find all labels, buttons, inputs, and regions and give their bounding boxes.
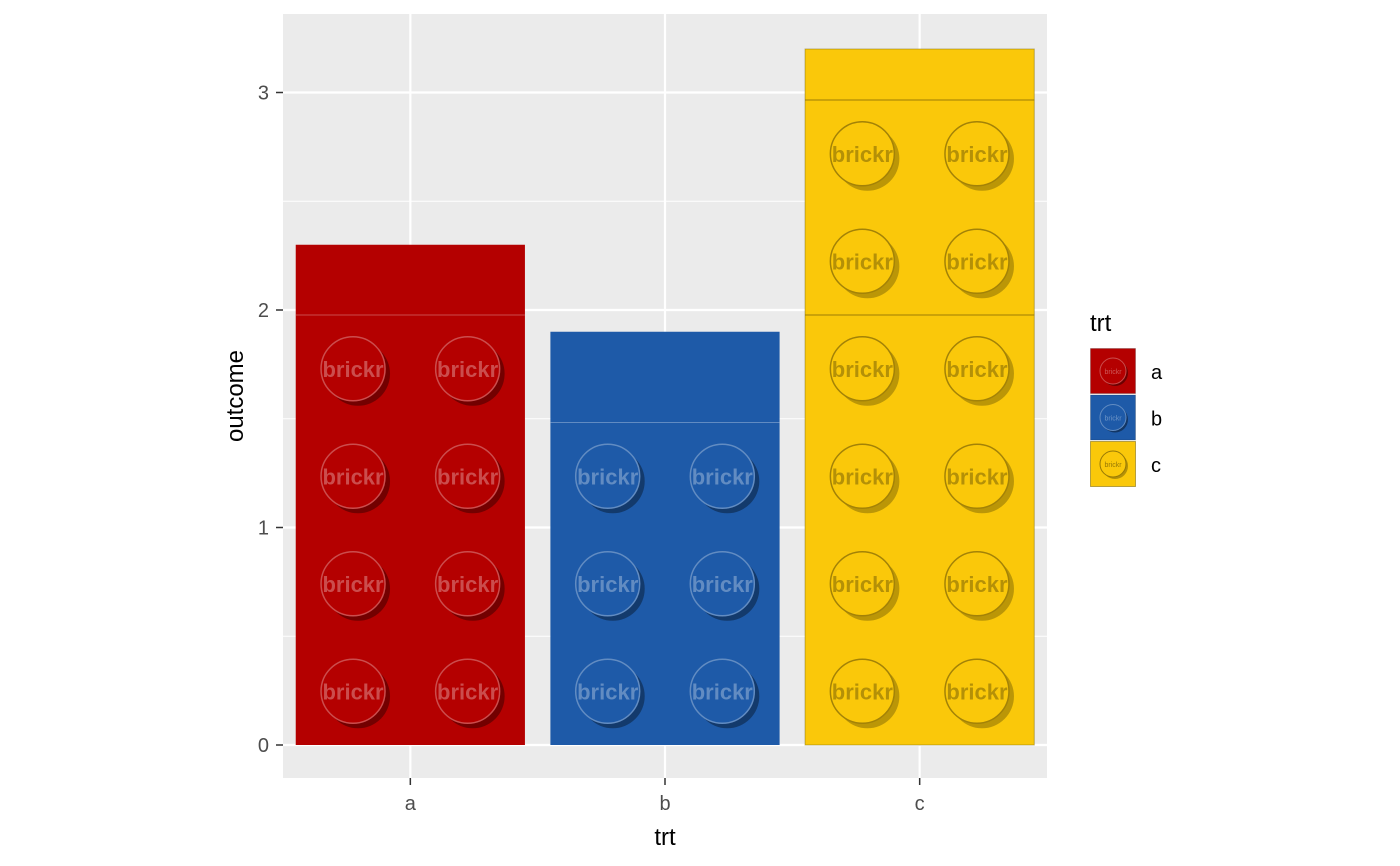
brick-stud	[574, 551, 641, 617]
brick-stud	[829, 443, 896, 509]
brick-stud-label: brickr	[832, 357, 894, 382]
x-tick-label: a	[405, 793, 417, 815]
brick-stud-label: brickr	[322, 464, 384, 489]
legend-stud-label: brickr	[1104, 369, 1122, 376]
brick-stud	[829, 551, 896, 617]
brick-stud	[434, 336, 501, 402]
legend-label-a: a	[1151, 362, 1163, 384]
brick-stud-label: brickr	[946, 464, 1008, 489]
y-tick-label: 1	[258, 518, 269, 540]
x-tick-label: c	[915, 793, 925, 815]
brick-stud	[320, 336, 386, 402]
y-axis-title: outcome	[222, 350, 249, 442]
brick-stud-label: brickr	[692, 679, 754, 704]
brick-stud	[689, 658, 756, 724]
brick-stud	[689, 551, 756, 617]
brick-stud-label: brickr	[322, 679, 384, 704]
brick-stud-label: brickr	[946, 357, 1008, 382]
legend: trt brickr a brickr b brickr c	[1090, 310, 1163, 487]
brick-stud-label: brickr	[692, 464, 754, 489]
legend-label-c: c	[1151, 455, 1161, 477]
brick-stud	[574, 443, 641, 509]
brick-stud-label: brickr	[832, 249, 894, 274]
bar-a: brickr brickr brickr brickr brickr brickr bric…	[295, 244, 525, 745]
brick-stud-label: brickr	[832, 142, 894, 167]
brick-stud-label: brickr	[946, 679, 1008, 704]
brick-stud	[944, 443, 1010, 509]
brick-stud	[829, 228, 896, 294]
brick-stud-label: brickr	[437, 464, 499, 489]
brick-stud	[829, 336, 896, 402]
brick-stud-label: brickr	[437, 357, 499, 382]
bar-c: brickr brickr brickr brickr brickr brickr bric…	[804, 48, 1035, 746]
brick-stud-label: brickr	[832, 464, 894, 489]
brick-stud-label: brickr	[946, 142, 1008, 167]
x-tick-label: b	[659, 793, 670, 815]
brick-stud	[320, 551, 386, 617]
brick-stud-label: brickr	[322, 572, 384, 597]
y-tick-label: 3	[258, 83, 269, 105]
brick-stud-label: brickr	[577, 572, 639, 597]
y-tick-label: 0	[258, 735, 269, 757]
brick-stud-label: brickr	[322, 357, 384, 382]
brick-stud-label: brickr	[692, 572, 754, 597]
brick-stud-label: brickr	[577, 679, 639, 704]
brick-stud-label: brickr	[832, 572, 894, 597]
brick-stud	[689, 443, 756, 509]
brick-stud	[944, 551, 1010, 617]
brick-stud	[574, 658, 641, 724]
legend-stud	[1099, 357, 1127, 385]
brick-stud	[944, 658, 1010, 724]
legend-stud	[1099, 450, 1127, 478]
brick-stud-label: brickr	[437, 679, 499, 704]
legend-label-b: b	[1151, 409, 1162, 431]
brick-stud-label: brickr	[946, 249, 1008, 274]
brick-stud-label: brickr	[437, 572, 499, 597]
brick-stud-label: brickr	[832, 679, 894, 704]
x-axis-title: trt	[654, 824, 676, 851]
brick-stud	[320, 443, 386, 509]
brick-stud	[944, 336, 1010, 402]
brick-stud	[944, 121, 1010, 187]
legend-title: trt	[1090, 310, 1112, 337]
legend-stud	[1099, 404, 1127, 431]
bar-b: brickr brickr brickr brickr brickr brickr	[550, 331, 780, 745]
brick-stud	[434, 551, 501, 617]
legend-stud-label: brickr	[1104, 416, 1122, 423]
brick-stud-label: brickr	[946, 572, 1008, 597]
brick-stud	[320, 658, 386, 724]
brick-stud	[434, 443, 501, 509]
brick-stud	[944, 228, 1010, 294]
brick-stud	[829, 658, 896, 724]
brick-stud-label: brickr	[577, 464, 639, 489]
legend-stud-label: brickr	[1104, 462, 1122, 469]
y-tick-label: 2	[258, 300, 269, 322]
brick-stud	[829, 121, 896, 187]
brick-stud	[434, 658, 501, 724]
